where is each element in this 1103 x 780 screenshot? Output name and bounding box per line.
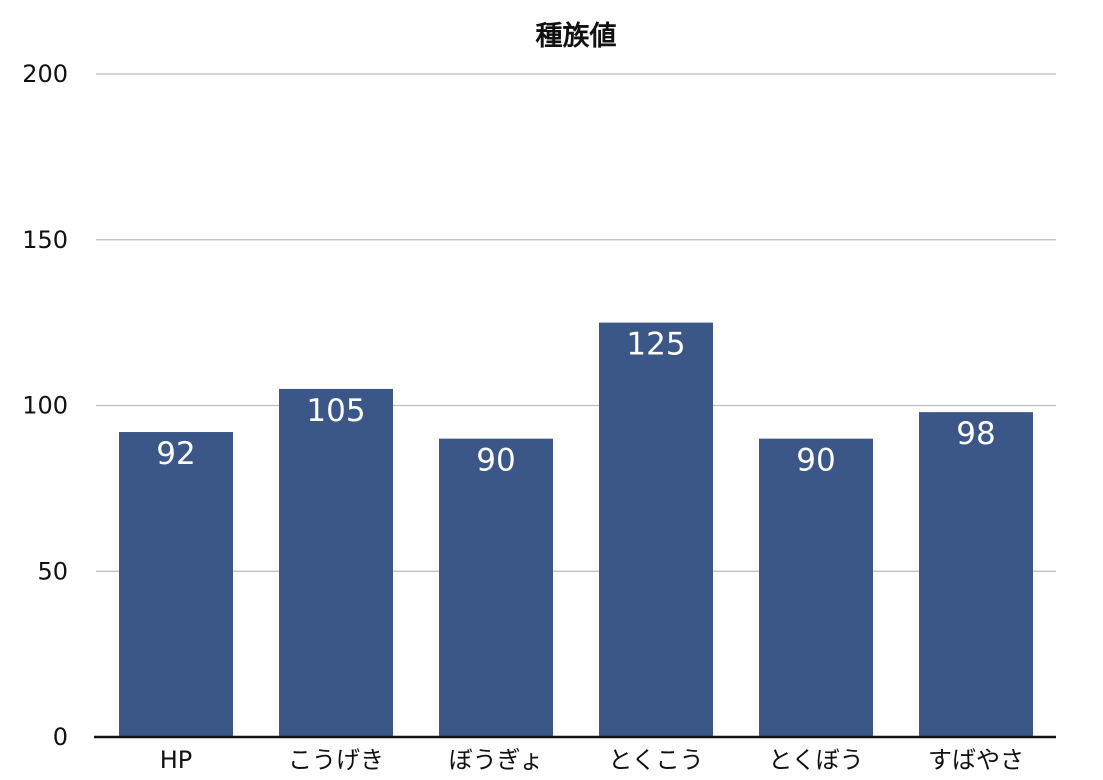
bar bbox=[759, 438, 873, 737]
y-tick-label: 200 bbox=[22, 60, 68, 88]
data-labels: 92 105 90 125 90 98 bbox=[156, 327, 995, 479]
bars bbox=[119, 322, 1033, 737]
x-tick-label: こうげき bbox=[288, 746, 384, 774]
x-tick-label: HP bbox=[160, 746, 193, 774]
data-label: 90 bbox=[476, 443, 515, 479]
data-label: 105 bbox=[306, 393, 365, 429]
chart-title: 種族値 bbox=[536, 20, 617, 52]
bar bbox=[919, 412, 1033, 737]
bar bbox=[599, 322, 713, 737]
x-axis-ticks: HP こうげき ぼうぎょ とくこう とくぼう すばやさ bbox=[160, 746, 1024, 774]
y-tick-label: 50 bbox=[37, 557, 68, 585]
grid-lines bbox=[96, 73, 1056, 572]
x-tick-label: ぼうぎょ bbox=[449, 746, 544, 774]
data-label: 90 bbox=[796, 443, 835, 479]
data-label: 92 bbox=[156, 436, 195, 472]
x-tick-label: とくこう bbox=[608, 746, 703, 774]
data-label: 125 bbox=[626, 327, 685, 363]
y-tick-label: 150 bbox=[22, 226, 68, 254]
data-label: 98 bbox=[956, 416, 995, 452]
bar bbox=[279, 388, 393, 737]
x-tick-label: すばやさ bbox=[928, 746, 1024, 774]
bar bbox=[439, 438, 553, 737]
y-tick-label: 100 bbox=[22, 392, 68, 420]
y-axis-ticks: 0 50 100 150 200 bbox=[22, 60, 68, 751]
x-tick-label: とくぼう bbox=[768, 746, 863, 774]
y-tick-label: 0 bbox=[53, 723, 68, 751]
bar bbox=[119, 432, 233, 737]
